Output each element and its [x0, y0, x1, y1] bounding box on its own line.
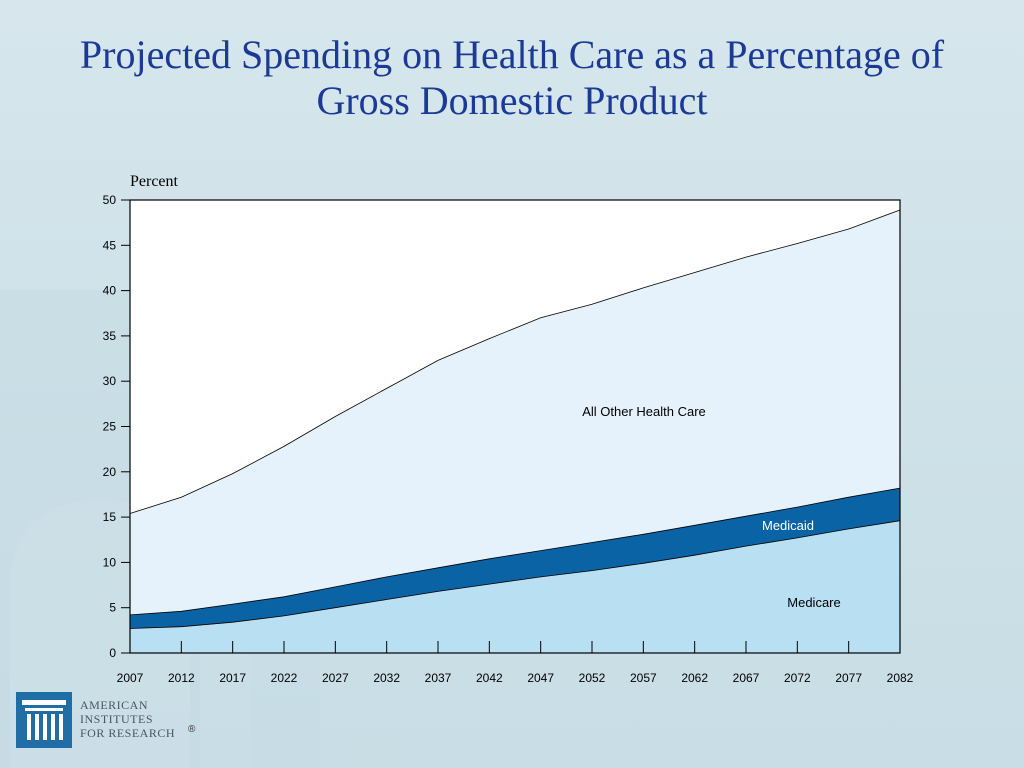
x-tick-label: 2047 — [527, 671, 554, 685]
y-tick-label: 15 — [103, 510, 117, 524]
x-axis: 2007 2012 2017 2022 2027 2032 2037 2042 2047 2052… — [117, 641, 914, 685]
x-tick-label: 2012 — [168, 671, 195, 685]
x-tick-label: 2037 — [425, 671, 452, 685]
series-outlines — [129, 209, 901, 629]
y-axis: 0 5 10 15 20 25 30 35 40 45 50 — [103, 193, 130, 660]
line-medicaid — [129, 487, 901, 616]
area-all-other-health-care — [130, 210, 900, 615]
area-medicare — [130, 520, 900, 653]
x-tick-label: 2052 — [579, 671, 606, 685]
registered-mark: ® — [188, 724, 196, 735]
x-tick-label: 2007 — [117, 671, 144, 685]
air-logo-columns-icon — [16, 692, 72, 748]
y-tick-label: 0 — [109, 646, 116, 660]
y-tick-label: 40 — [103, 284, 117, 298]
line-medicare — [129, 520, 901, 629]
slide-title-line-2: Gross Domestic Product — [316, 78, 708, 123]
x-tick-label: 2072 — [784, 671, 811, 685]
slide-title: Projected Spending on Health Care as a P… — [0, 32, 1024, 124]
y-tick-label: 5 — [109, 601, 116, 615]
x-tick-label: 2022 — [271, 671, 298, 685]
y-axis-label: Percent — [130, 173, 179, 190]
series-label-all-other-health-care: All Other Health Care — [582, 404, 706, 419]
x-tick-label: 2017 — [219, 671, 246, 685]
air-logo: AMERICAN INSTITUTES FOR RESEARCH ® — [16, 692, 216, 752]
line-all-other-health-care — [129, 209, 901, 514]
x-tick-label: 2032 — [373, 671, 400, 685]
logo-line-2: INSTITUTES — [80, 712, 153, 726]
logo-line-1: AMERICAN — [80, 698, 149, 712]
x-tick-label: 2062 — [681, 671, 708, 685]
y-tick-label: 35 — [103, 329, 117, 343]
x-tick-label: 2057 — [630, 671, 657, 685]
y-tick-label: 45 — [103, 238, 117, 252]
y-tick-label: 50 — [103, 193, 117, 207]
x-tick-label: 2067 — [733, 671, 760, 685]
series-label-medicare: Medicare — [787, 595, 840, 610]
x-tick-label: 2042 — [476, 671, 503, 685]
air-logo-wordmark: AMERICAN INSTITUTES FOR RESEARCH — [80, 698, 175, 740]
x-tick-label: 2077 — [835, 671, 862, 685]
y-tick-label: 10 — [103, 555, 117, 569]
y-tick-label: 20 — [103, 465, 117, 479]
y-tick-label: 30 — [103, 374, 117, 388]
x-tick-label: 2082 — [887, 671, 914, 685]
y-tick-label: 25 — [103, 420, 117, 434]
x-tick-label: 2027 — [322, 671, 349, 685]
logo-line-3: FOR RESEARCH — [80, 726, 176, 740]
slide-title-line-1: Projected Spending on Health Care as a P… — [79, 32, 945, 77]
series-label-medicaid: Medicaid — [762, 518, 814, 533]
